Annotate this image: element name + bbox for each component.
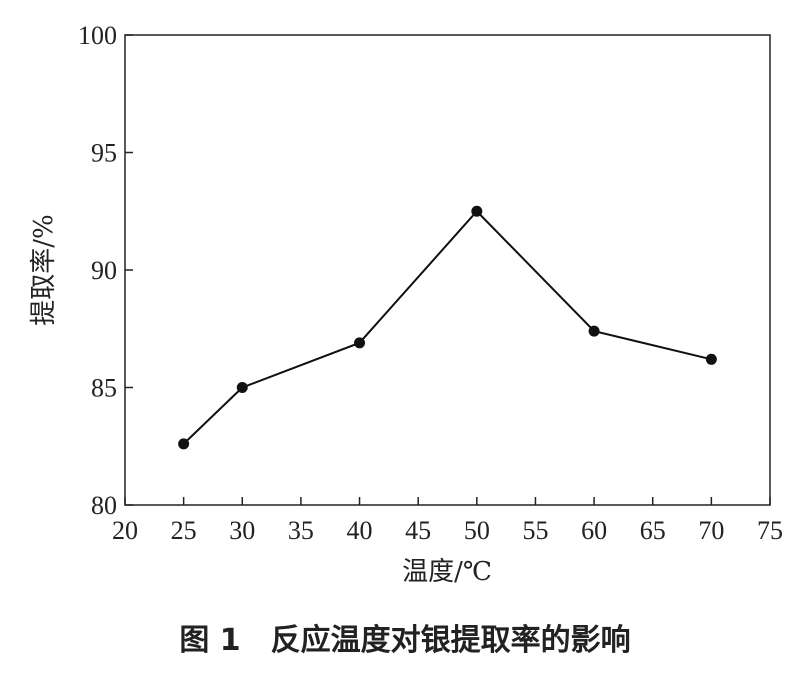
y-tick-label: 80 (91, 491, 117, 520)
x-tick-label: 60 (581, 516, 607, 545)
x-tick-label: 35 (288, 516, 314, 545)
y-tick-label: 85 (91, 374, 117, 403)
x-tick-label: 75 (757, 516, 783, 545)
y-tick-label: 90 (91, 256, 117, 285)
x-tick-label: 40 (347, 516, 373, 545)
data-point (471, 205, 483, 217)
x-tick-label: 50 (464, 516, 490, 545)
x-tick-label: 20 (112, 516, 138, 545)
chart-title: 图 1 反应温度对银提取率的影响 (179, 623, 630, 658)
x-tick-label: 55 (522, 516, 548, 545)
data-point (588, 325, 600, 337)
x-axis-label: 温度/℃ (402, 557, 492, 587)
x-tick-label: 25 (171, 516, 197, 545)
x-tick-label: 70 (698, 516, 724, 545)
data-point (236, 382, 248, 393)
x-tick-label: 45 (405, 516, 431, 545)
data-line (182, 209, 712, 445)
x-tick-label: 65 (640, 516, 666, 545)
x-tick-label: 30 (229, 516, 255, 545)
y-tick-label: 95 (91, 139, 117, 168)
data-point (705, 353, 717, 365)
data-point (178, 438, 190, 450)
plot-frame (124, 34, 771, 506)
y-tick-label: 100 (78, 21, 117, 50)
data-point (354, 337, 366, 349)
y-axis-label: 提取率/% (29, 214, 59, 325)
